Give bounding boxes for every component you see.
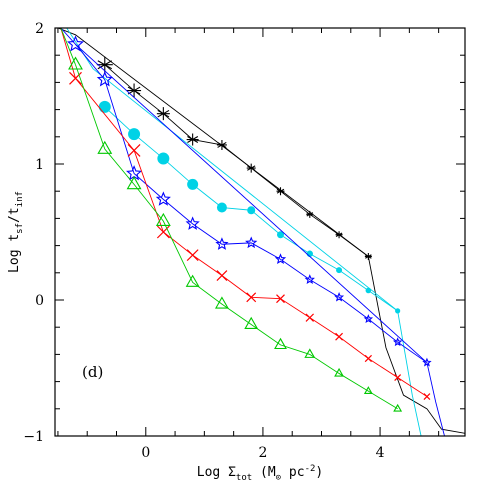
data-point-filled-circle — [187, 178, 199, 190]
data-point-star — [67, 35, 84, 52]
axes-layer — [54, 27, 466, 437]
data-point-cross — [246, 292, 257, 303]
data-point-asterisk — [96, 56, 113, 73]
data-point-star — [334, 292, 345, 302]
data-point-star — [422, 357, 432, 367]
data-point-triangle — [155, 212, 171, 226]
data-point-asterisk — [246, 163, 256, 173]
series-filled-circle — [66, 28, 422, 436]
data-point-triangle — [68, 56, 83, 70]
x-axis-title-units-close: ) — [315, 465, 323, 480]
x-axis-title-units-mid: pc — [281, 465, 304, 480]
x-axis-title-prefix: Log Σ — [197, 465, 236, 480]
data-point-asterisk — [186, 133, 199, 146]
series-line-extension — [66, 28, 422, 436]
data-point-triangle — [334, 367, 345, 377]
y-axis-title-prefix: Log t — [7, 234, 22, 273]
data-point-cross — [305, 313, 315, 322]
data-point-triangle — [274, 337, 287, 350]
x-axis-title-sub: tot — [236, 473, 252, 483]
data-point-star — [245, 236, 258, 249]
data-point-triangle — [185, 274, 200, 287]
data-point-triangle — [393, 403, 403, 412]
data-point-cross — [394, 374, 402, 381]
series-line-extension — [57, 28, 465, 434]
data-point-cross — [186, 249, 199, 262]
y-axis-title-sub2: inf — [15, 191, 25, 207]
x-tick-label: 0 — [141, 445, 150, 461]
data-point-cross — [423, 393, 431, 400]
data-point-star — [363, 314, 374, 324]
y-axis-title: Log tsf/tinf — [7, 191, 25, 273]
data-point-filled-circle — [98, 100, 111, 113]
series-asterisk — [57, 28, 465, 434]
data-point-asterisk — [306, 210, 314, 218]
data-point-asterisk — [276, 187, 285, 196]
data-point-cross — [69, 71, 82, 85]
data-point-filled-circle — [216, 202, 227, 213]
plot-frame — [54, 27, 466, 437]
data-point-filled-circle — [128, 128, 141, 141]
data-point-filled-circle — [277, 231, 284, 239]
data-point-triangle — [126, 176, 142, 190]
y-tick-label: −1 — [23, 429, 44, 445]
data-point-star — [274, 253, 287, 264]
data-point-cross — [364, 354, 372, 363]
data-point-cross — [156, 225, 170, 239]
series-star — [60, 28, 445, 436]
series-line — [75, 64, 398, 410]
data-point-filled-circle — [157, 152, 170, 165]
data-point-asterisk — [216, 139, 227, 150]
data-point-triangle — [304, 348, 316, 358]
series-line-extension — [60, 28, 76, 79]
series-line — [104, 64, 369, 257]
data-point-star — [304, 274, 315, 285]
y-tick-label: 2 — [35, 21, 44, 37]
y-tick-label: 1 — [35, 157, 44, 173]
data-point-star — [96, 71, 113, 87]
data-point-cross — [127, 143, 141, 157]
data-point-asterisk — [335, 231, 343, 239]
series-layer — [57, 28, 465, 436]
data-point-triangle — [363, 386, 373, 394]
series-line-extension — [60, 28, 76, 65]
y-tick-label: 0 — [35, 293, 44, 309]
x-tick-label: 2 — [258, 445, 267, 461]
data-point-star — [215, 237, 229, 250]
data-point-star — [185, 216, 200, 230]
data-point-asterisk — [364, 252, 372, 260]
data-point-cross — [216, 270, 228, 281]
x-axis-title-units-sup: -2 — [305, 464, 316, 474]
data-point-filled-circle — [395, 308, 401, 314]
x-axis-title-units-open: (M — [260, 465, 276, 480]
series-line — [75, 78, 428, 397]
x-axis-title: Log Σtot (M⊙ pc-2) — [197, 464, 323, 483]
data-point-filled-circle — [247, 206, 256, 215]
y-axis-title-mid: /t — [7, 207, 22, 223]
panel-label: (d) — [82, 363, 103, 381]
data-point-triangle — [244, 316, 259, 329]
data-point-asterisk — [156, 107, 170, 121]
y-axis-title-sub1: sf — [15, 223, 25, 234]
data-point-star — [392, 337, 403, 347]
series-triangle — [60, 28, 403, 412]
x-tick-label: 4 — [376, 445, 385, 461]
data-point-cross — [335, 332, 343, 341]
ticks-layer: 0 2 4 −1 0 1 2 — [23, 21, 465, 461]
data-point-star — [155, 191, 171, 206]
data-point-triangle — [214, 296, 229, 309]
series-line — [75, 44, 428, 363]
data-point-cross — [276, 294, 285, 304]
series-cross — [60, 28, 431, 400]
data-point-filled-circle — [365, 287, 372, 294]
data-point-triangle — [97, 140, 113, 154]
data-point-filled-circle — [336, 267, 343, 274]
x-axis-title-units-sun: ⊙ — [276, 473, 281, 483]
data-point-asterisk — [127, 83, 142, 98]
